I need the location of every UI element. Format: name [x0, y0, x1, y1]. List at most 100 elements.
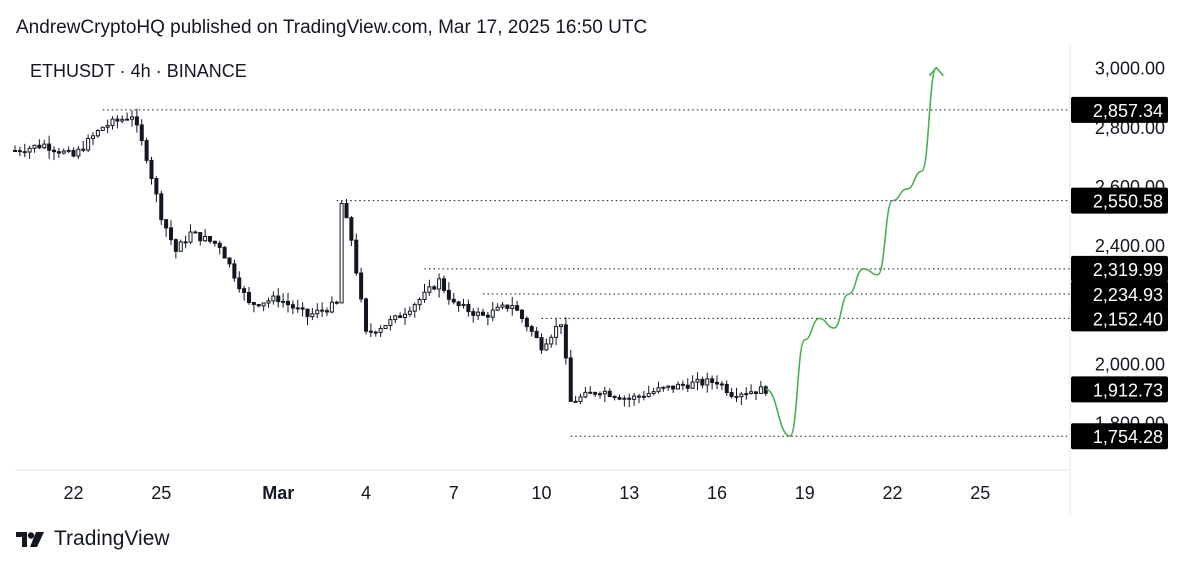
x-tick-label: Mar	[262, 483, 294, 503]
price-label: 1,754.28	[1071, 423, 1168, 450]
candle	[310, 307, 315, 321]
candle	[583, 387, 588, 399]
candle-body	[320, 309, 325, 312]
x-tick-label: 4	[361, 483, 371, 503]
candle	[500, 302, 505, 310]
candle	[446, 282, 451, 305]
candle-body	[632, 395, 637, 400]
candle	[456, 300, 461, 312]
candle	[295, 299, 300, 313]
candle-body	[217, 242, 222, 248]
candle-body	[724, 383, 729, 394]
candle-body	[37, 144, 42, 149]
candle-body	[734, 395, 739, 398]
candle-body	[164, 219, 169, 229]
candle-body	[719, 383, 724, 386]
candle	[71, 147, 76, 158]
x-tick-label: 7	[449, 483, 459, 503]
candle	[100, 126, 105, 131]
candle-body	[573, 400, 578, 403]
candle-body	[100, 126, 105, 131]
candle-body	[456, 301, 461, 307]
candle-body	[398, 315, 403, 318]
publisher-line: AndrewCryptoHQ published on TradingView.…	[16, 17, 648, 38]
price-label-bg	[1071, 255, 1168, 282]
candle	[173, 238, 178, 259]
candle	[466, 299, 471, 317]
candle-body	[329, 301, 334, 313]
candle	[641, 390, 646, 401]
candle	[276, 288, 281, 308]
tradingview-brand: TradingView	[54, 527, 170, 550]
price-label-text: 1,754.28	[1093, 427, 1163, 447]
candle	[256, 303, 261, 308]
candle	[622, 395, 627, 407]
x-tick-label: 25	[970, 483, 990, 503]
candle	[134, 108, 139, 133]
candle-body	[554, 326, 559, 338]
candle-body	[305, 308, 310, 318]
candle	[56, 147, 61, 158]
candle	[139, 119, 144, 146]
candle	[354, 233, 359, 276]
candle	[490, 301, 495, 322]
candle	[437, 273, 442, 298]
candle-body	[256, 304, 261, 307]
candle-body	[490, 309, 495, 318]
candle	[558, 324, 564, 335]
candle	[183, 235, 188, 249]
candle	[149, 156, 154, 185]
candle-body	[597, 393, 603, 396]
candle-body	[534, 330, 539, 339]
candle	[188, 224, 193, 245]
candle	[636, 393, 642, 404]
candle-body	[281, 300, 286, 303]
candle	[285, 292, 291, 313]
candle	[763, 385, 768, 396]
price-label-text: 2,234.93	[1093, 285, 1163, 305]
candle-body	[661, 386, 666, 389]
candle	[320, 302, 325, 318]
candle-body	[56, 151, 61, 154]
candle	[617, 394, 622, 401]
candle	[242, 285, 247, 301]
candle-body	[354, 239, 359, 274]
candle	[480, 308, 486, 317]
candle-body	[685, 384, 690, 389]
candle-body	[549, 336, 554, 345]
candle	[42, 139, 47, 150]
candle	[305, 308, 310, 326]
candle-body	[705, 378, 710, 386]
candle	[212, 240, 217, 247]
candle-body	[27, 147, 32, 153]
candle-body	[515, 305, 520, 311]
candle	[246, 286, 252, 305]
candle-body	[495, 306, 500, 311]
candle	[529, 324, 534, 337]
candle	[427, 279, 432, 296]
candle-body	[110, 118, 115, 127]
candle-body	[154, 177, 159, 195]
candle	[710, 375, 715, 390]
candle-body	[695, 378, 700, 383]
candle-body	[61, 150, 66, 154]
x-tick-label: 13	[619, 483, 639, 503]
candle	[539, 333, 544, 354]
candle	[51, 146, 57, 161]
candle-body	[744, 393, 749, 396]
price-label-bg	[1071, 187, 1168, 214]
x-tick-label: 22	[63, 483, 83, 503]
price-label: 1,912.73	[1071, 376, 1168, 403]
candle	[573, 395, 578, 403]
candle-body	[344, 203, 349, 219]
candle	[66, 146, 71, 154]
candle	[207, 236, 213, 244]
price-label: 2,857.34	[1071, 96, 1168, 123]
price-label: 2,234.93	[1071, 280, 1168, 307]
candle-body	[646, 392, 651, 398]
candle-body	[339, 203, 344, 304]
candle	[178, 239, 183, 252]
candle-body	[388, 319, 393, 326]
candle-body	[656, 387, 661, 393]
